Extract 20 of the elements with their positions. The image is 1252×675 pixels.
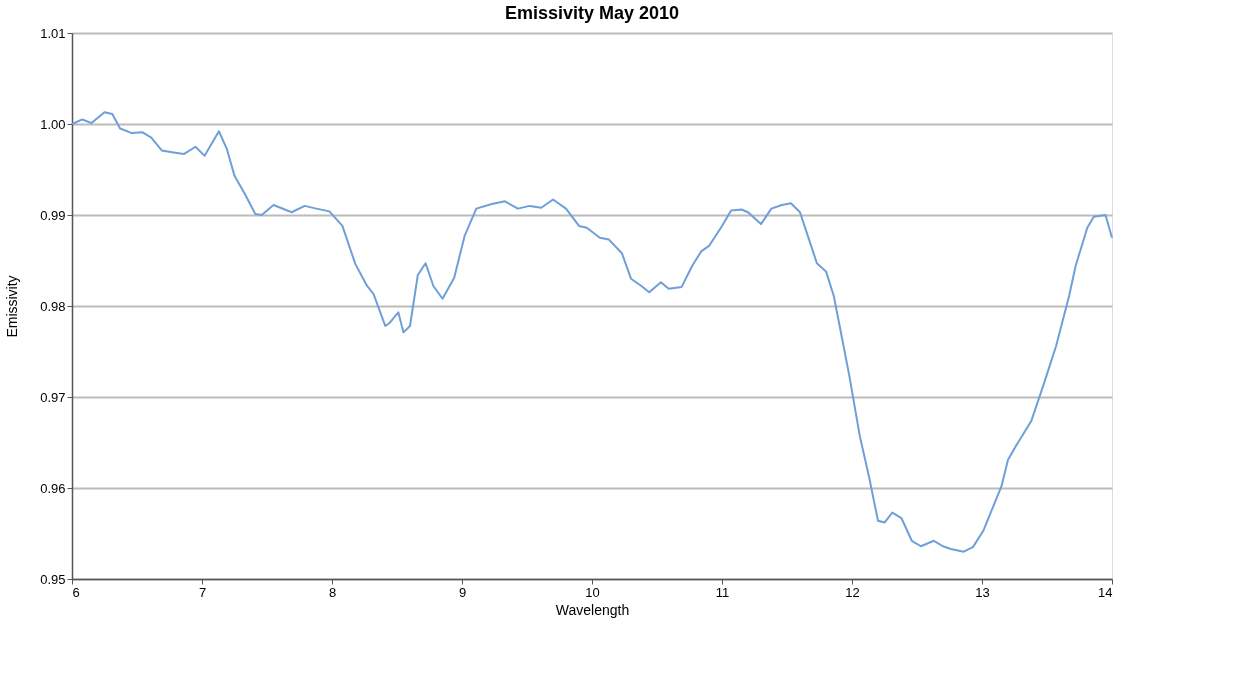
y-tick-label: 1.01: [40, 25, 66, 41]
x-axis-title: Wavelength: [555, 601, 630, 618]
x-tick-label: 9: [458, 584, 467, 600]
y-tick-label: 0.98: [40, 298, 66, 314]
y-tick-label: 1.00: [40, 116, 66, 132]
x-tick-label: 14: [1098, 584, 1113, 600]
x-tick-label: 8: [328, 584, 337, 600]
y-axis-title: Emissivity: [4, 275, 21, 338]
x-tick-label: 11: [715, 584, 730, 600]
x-tick-label: 13: [975, 584, 990, 600]
x-tick-label: 7: [198, 584, 207, 600]
line-series: [71, 111, 1113, 553]
y-tick-label: 0.99: [40, 207, 66, 223]
y-tick-label: 0.95: [40, 571, 66, 587]
chart-title: Emissivity May 2010: [504, 3, 680, 23]
x-tick-label: 12: [845, 584, 860, 600]
x-tick-label: 10: [585, 584, 600, 600]
y-tick-label: 0.97: [40, 389, 66, 405]
x-tick-label: 6: [72, 584, 80, 600]
y-tick-label: 0.96: [40, 480, 66, 496]
